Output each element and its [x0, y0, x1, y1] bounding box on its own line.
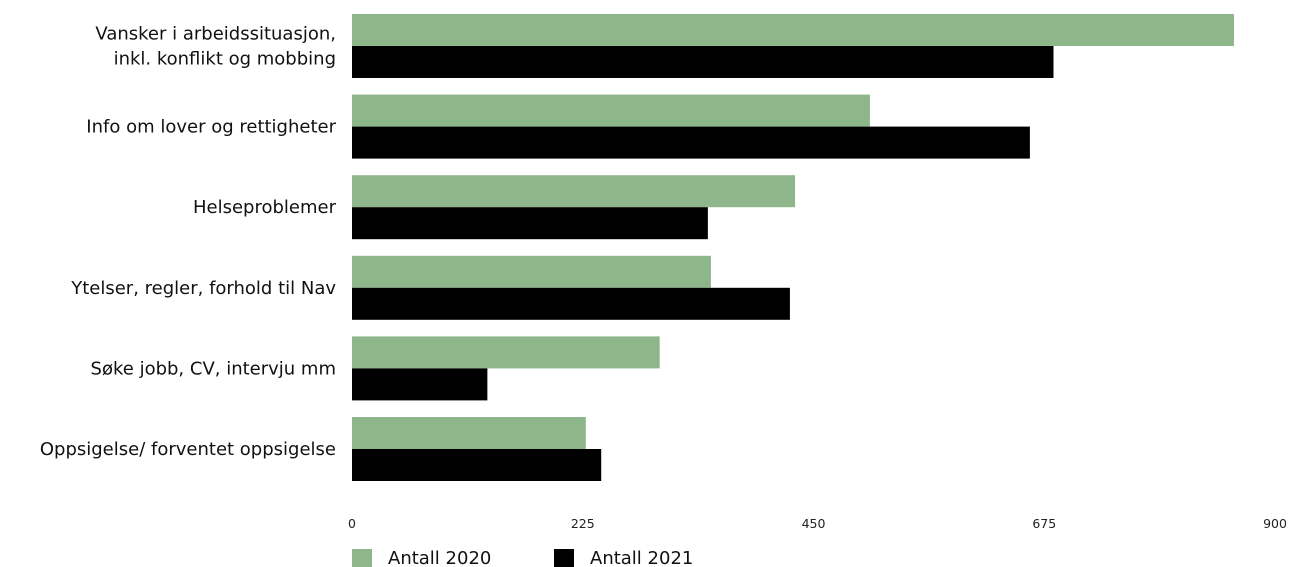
category-label-line: Info om lover og rettigheter — [86, 117, 336, 138]
bar-antall-2021-cat-2 — [352, 207, 708, 240]
legend-swatch — [554, 549, 574, 567]
category-label: Info om lover og rettigheter — [86, 117, 336, 138]
x-tick-label: 225 — [571, 516, 595, 531]
bar-antall-2021-cat-4 — [352, 368, 488, 401]
x-axis-tick-labels: 0 225 450 675 900 — [348, 516, 1287, 531]
x-tick-label: 450 — [802, 516, 826, 531]
category-label: Oppsigelse/ forventet oppsigelse — [40, 439, 336, 460]
bar-antall-2020-cat-0 — [352, 14, 1234, 46]
category-label: Vansker i arbeidssituasjon, inkl. konflik… — [95, 24, 336, 70]
bar-antall-2020-cat-2 — [352, 175, 796, 208]
legend-label: Antall 2021 — [590, 548, 693, 567]
category-label: Helseproblemer — [193, 197, 337, 218]
bar-antall-2021-cat-5 — [352, 449, 602, 481]
category-labels: Vansker i arbeidssituasjon, inkl. konflik… — [40, 24, 337, 461]
category-label-line: Søke jobb, CV, intervju mm — [91, 358, 336, 379]
category-label-line: Helseproblemer — [193, 197, 337, 218]
x-tick-label: 0 — [348, 516, 356, 531]
bar-antall-2021-cat-0 — [352, 46, 1054, 78]
bar-antall-2020-cat-4 — [352, 336, 660, 369]
category-label: Søke jobb, CV, intervju mm — [91, 358, 336, 379]
bar-antall-2021-cat-3 — [352, 287, 790, 320]
bars-group — [352, 14, 1234, 481]
bar-antall-2020-cat-1 — [352, 94, 870, 127]
legend: Antall 2020 Antall 2021 — [352, 548, 693, 567]
category-label-line: Oppsigelse/ forventet oppsigelse — [40, 439, 336, 460]
category-label-line: Vansker i arbeidssituasjon, — [95, 24, 336, 45]
legend-label: Antall 2020 — [388, 548, 491, 567]
bar-antall-2020-cat-3 — [352, 255, 711, 288]
category-label-line: inkl. konflikt og mobbing — [114, 49, 336, 70]
x-tick-label: 675 — [1032, 516, 1056, 531]
bar-antall-2021-cat-1 — [352, 126, 1030, 159]
category-label-line: Ytelser, regler, forhold til Nav — [70, 278, 336, 299]
x-tick-label: 900 — [1263, 516, 1287, 531]
bar-antall-2020-cat-5 — [352, 417, 586, 449]
category-label: Ytelser, regler, forhold til Nav — [70, 278, 336, 299]
legend-swatch — [352, 549, 372, 567]
